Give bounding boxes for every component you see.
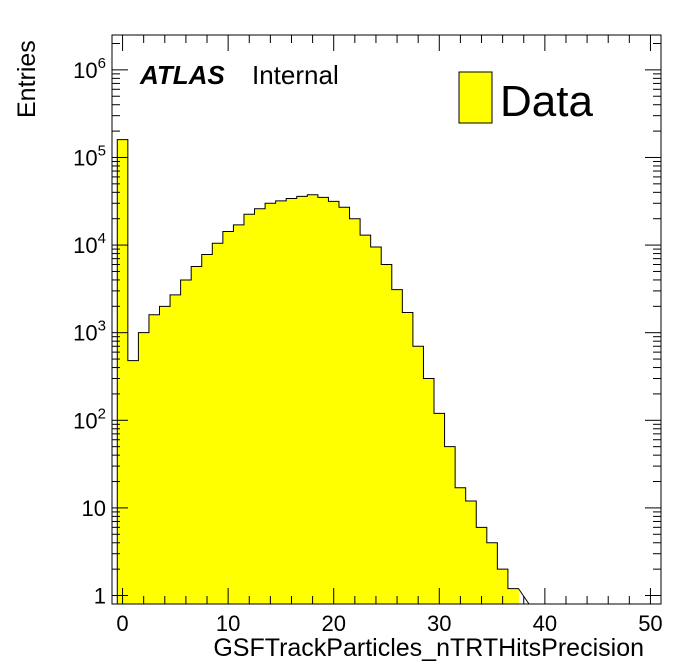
histogram-bar	[381, 264, 393, 604]
histogram-bar	[317, 197, 329, 604]
histogram-bar	[265, 203, 277, 604]
atlas-label: ATLAS	[139, 60, 225, 90]
histogram-bar	[307, 194, 319, 605]
histogram-bar	[412, 346, 424, 604]
histogram-bar	[117, 139, 129, 605]
legend-swatch	[458, 71, 493, 124]
x-tick-label: 20	[321, 611, 345, 636]
histogram-bar	[507, 588, 519, 604]
histogram-bar	[349, 218, 361, 605]
x-axis-ticks	[122, 35, 651, 604]
histogram-bars	[117, 139, 519, 605]
internal-label: Internal	[252, 60, 339, 90]
x-tick-label: 50	[638, 611, 662, 636]
y-tick-labels: 1 10 102 103 104 105 106	[73, 55, 106, 609]
histogram-bar	[286, 198, 298, 604]
histogram-bar	[222, 231, 234, 604]
histogram-bar	[497, 569, 509, 604]
histogram-bar	[328, 201, 340, 605]
histogram-bar	[455, 487, 467, 604]
histogram-bar	[254, 208, 266, 604]
histogram-bar	[465, 500, 477, 604]
histogram-bar	[360, 235, 372, 605]
histogram-bar	[170, 294, 182, 604]
y-tick-label: 1	[94, 584, 106, 609]
histogram-bar	[476, 527, 488, 604]
histogram-bar	[486, 542, 498, 604]
histogram-bar	[243, 214, 255, 604]
x-tick-labels: 0 10 20 30 40 50	[116, 611, 662, 636]
histogram-bar	[159, 306, 171, 604]
histogram-bar	[233, 224, 245, 604]
histogram-bar	[275, 200, 287, 604]
histogram-bar	[423, 378, 435, 604]
y-tick-label: 105	[73, 142, 106, 170]
histogram-bar	[402, 312, 414, 604]
y-tick-label: 10	[82, 496, 106, 521]
x-tick-label: 30	[427, 611, 451, 636]
legend-label-data: Data	[500, 77, 593, 126]
y-axis-title: Entries	[13, 40, 41, 118]
histogram-bar	[212, 243, 224, 604]
histogram-bar	[338, 207, 350, 604]
histogram-bar	[434, 413, 445, 604]
y-tick-label: 103	[73, 318, 106, 346]
histogram-outline	[116, 139, 530, 605]
x-tick-label: 0	[116, 611, 128, 636]
histogram-bar	[127, 360, 139, 604]
histogram-bar	[370, 247, 382, 604]
x-tick-label: 10	[216, 611, 240, 636]
histogram-bar	[444, 446, 456, 604]
plot-frame	[111, 34, 662, 605]
x-axis-title: GSFTrackParticles_nTRTHitsPrecision	[213, 634, 644, 662]
y-tick-label: 104	[73, 230, 106, 258]
y-axis-ticks	[112, 42, 661, 597]
y-tick-label: 106	[73, 55, 106, 83]
histogram-bar	[391, 289, 403, 604]
histogram-bar	[201, 254, 213, 604]
histogram-bar	[180, 279, 192, 604]
y-tick-label: 102	[73, 405, 106, 433]
histogram-bar	[148, 314, 160, 604]
x-tick-label: 40	[533, 611, 557, 636]
histogram-bar	[138, 332, 150, 604]
histogram-bar	[191, 266, 203, 604]
histogram-bar	[296, 196, 308, 604]
